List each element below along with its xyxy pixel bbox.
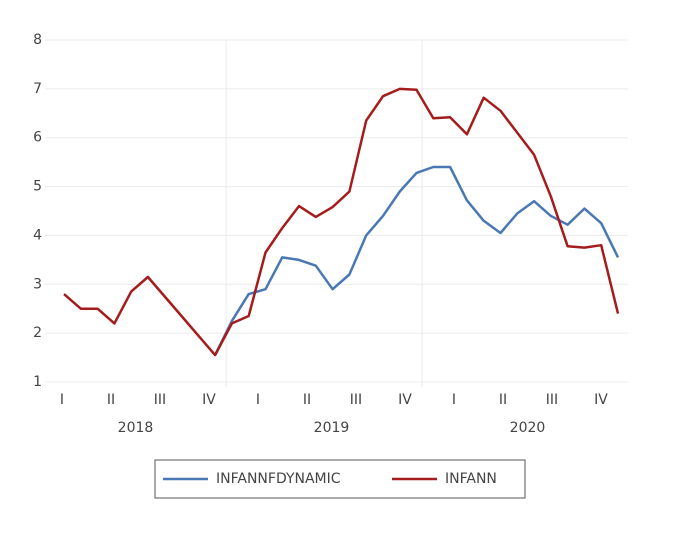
y-tick-label: 3 xyxy=(33,276,42,292)
year-label: 2019 xyxy=(314,420,350,436)
year-label: 2018 xyxy=(118,420,154,436)
quarter-label: III xyxy=(546,392,558,408)
legend-label: INFANNFDYNAMIC xyxy=(216,471,341,487)
quarter-label: I xyxy=(452,392,456,408)
legend-box xyxy=(154,459,526,499)
y-tick-label: 1 xyxy=(33,374,42,390)
legend-label: INFANN xyxy=(445,471,497,487)
quarter-label: IV xyxy=(202,392,216,408)
y-tick-label: 6 xyxy=(33,130,42,146)
series-line xyxy=(213,165,620,356)
quarter-label: III xyxy=(154,392,166,408)
quarter-label: II xyxy=(303,392,311,408)
quarter-label: III xyxy=(350,392,362,408)
quarter-label: II xyxy=(107,392,115,408)
y-tick-label: 8 xyxy=(33,32,42,48)
quarter-label: II xyxy=(499,392,507,408)
quarter-label: I xyxy=(60,392,64,408)
y-tick-label: 7 xyxy=(33,81,42,97)
y-tick-label: 4 xyxy=(33,227,42,243)
quarter-label: IV xyxy=(398,392,412,408)
series-line xyxy=(63,87,620,357)
y-tick-label: 2 xyxy=(33,325,42,341)
year-label: 2020 xyxy=(510,420,546,436)
quarter-label: I xyxy=(256,392,260,408)
y-tick-label: 5 xyxy=(33,179,42,195)
quarter-label: IV xyxy=(594,392,608,408)
